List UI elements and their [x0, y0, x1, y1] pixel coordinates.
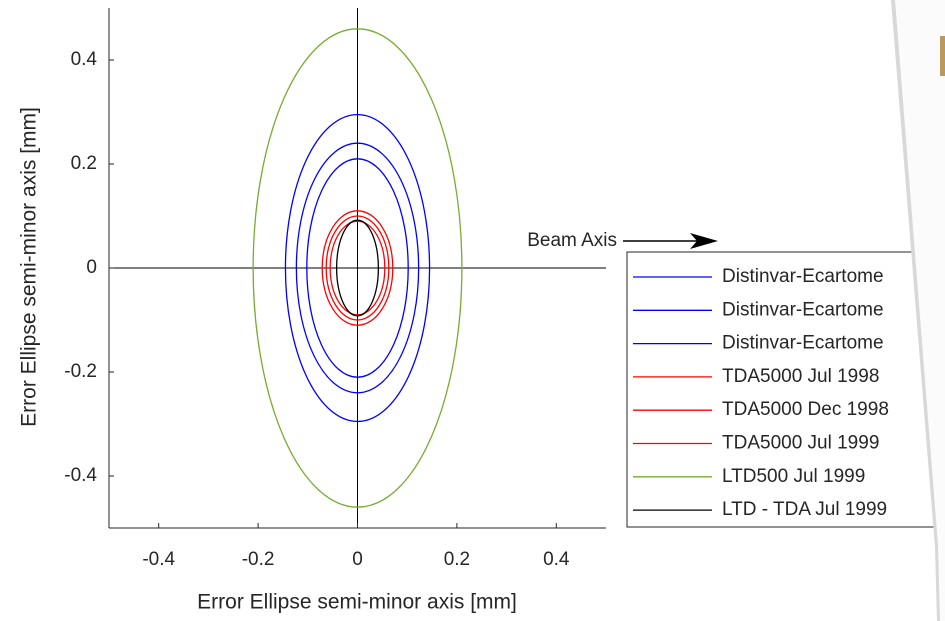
legend-label: Distinvar-Ecartome [722, 333, 884, 354]
y-tick-label: 0.4 [71, 49, 98, 70]
y-tick-label: -0.4 [64, 465, 97, 486]
y-tick-label: -0.2 [64, 361, 97, 382]
chart: Error Ellipse semi-minor axis [mm] Error… [0, 0, 945, 621]
legend-label: LTD - TDA Jul 1999 [722, 499, 887, 520]
legend-label: TDA5000 Jul 1998 [722, 366, 879, 387]
x-tick-label: 0 [352, 549, 363, 570]
x-tick-label: 0.2 [444, 549, 470, 570]
y-tick-label: 0 [86, 257, 97, 278]
legend-label: LTD500 Jul 1999 [722, 466, 865, 487]
y-axis-label: Error Ellipse semi-minor axis [mm] [18, 107, 41, 427]
x-tick-label: 0.4 [543, 549, 570, 570]
x-tick-label: -0.2 [242, 549, 275, 570]
legend-label: TDA5000 Jul 1999 [722, 433, 879, 454]
paper-mark [940, 36, 945, 76]
x-axis-label: Error Ellipse semi-minor axis [mm] [197, 591, 517, 614]
x-tick-label: -0.4 [142, 549, 175, 570]
legend-label: Distinvar-Ecartome [722, 266, 884, 287]
y-tick-label: 0.2 [71, 153, 97, 174]
legend-label: TDA5000 Dec 1998 [722, 399, 889, 420]
legend-label: Distinvar-Ecartome [722, 299, 884, 320]
annotation: Beam Axis [527, 230, 617, 251]
